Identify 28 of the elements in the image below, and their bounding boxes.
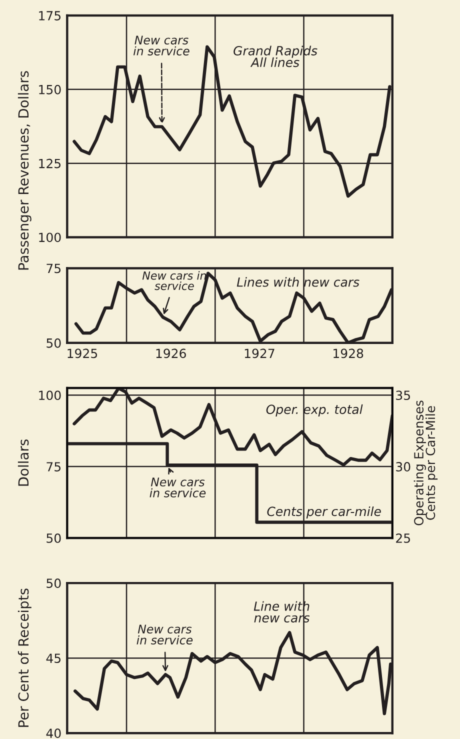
y2-tick-label: 35 [396, 390, 410, 400]
y-tick-label: 75 [46, 462, 61, 472]
annotation: New cars in service [136, 624, 193, 644]
y-tick-label: 175 [39, 11, 61, 20]
annotation: New cars in service [133, 36, 190, 56]
series-label: Cents per car-mile [267, 506, 381, 519]
y-tick-label: 75 [46, 264, 61, 274]
annotation: New cars in service [150, 478, 206, 498]
x-tick-label: 1926 [156, 348, 186, 358]
y-tick-label: 40 [46, 728, 61, 738]
y2-axis-title: Operating Expenses Cents per Car-Mile [414, 400, 438, 526]
y-tick-label: 50 [46, 338, 61, 348]
y-tick-label: 150 [39, 84, 61, 94]
y-axis-title: Passenger Revenues, Dollars [18, 71, 32, 270]
y-tick-label: 100 [39, 390, 61, 400]
y-tick-label: 50 [46, 578, 61, 588]
y-tick-label: 100 [39, 232, 61, 242]
y2-tick-label: 25 [396, 533, 410, 543]
y-axis-title: Dollars [18, 439, 29, 486]
y-tick-label: 50 [46, 533, 61, 543]
y2-tick-label: 30 [396, 462, 410, 472]
y-tick-label: 45 [46, 654, 61, 664]
x-tick-label: 1927 [244, 348, 274, 358]
y-tick-label: 125 [39, 158, 61, 168]
x-tick-label: 1925 [68, 348, 98, 358]
y-axis-title: Per Cent of Receipts [18, 588, 32, 727]
annotation: New cars in service [142, 271, 206, 290]
x-tick-label: 1928 [334, 348, 364, 358]
